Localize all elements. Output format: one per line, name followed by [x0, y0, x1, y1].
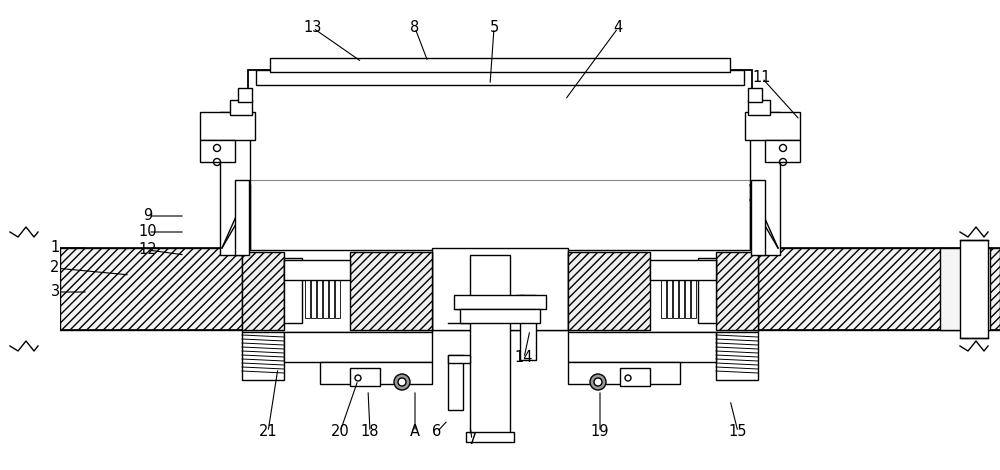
Bar [748, 100, 770, 115]
Text: 15: 15 [729, 424, 747, 439]
Text: 5: 5 [489, 21, 499, 36]
Bar [454, 295, 546, 309]
Bar [350, 368, 380, 386]
Bar [667, 263, 672, 318]
Text: 14: 14 [515, 351, 533, 366]
Bar [568, 332, 716, 362]
Bar [716, 332, 758, 380]
Bar [350, 252, 432, 330]
Circle shape [394, 374, 410, 390]
Bar [940, 248, 990, 330]
Bar [470, 255, 510, 440]
Text: 1: 1 [50, 241, 60, 256]
Bar [466, 432, 514, 442]
Bar [716, 252, 758, 330]
Text: 12: 12 [139, 243, 157, 258]
Bar [673, 263, 678, 318]
Bar [200, 140, 235, 162]
Bar [235, 180, 249, 255]
Bar [10, 240, 38, 338]
Bar [242, 332, 284, 380]
Bar [568, 252, 650, 330]
Bar [685, 263, 690, 318]
Bar [745, 112, 800, 140]
Text: 8: 8 [410, 21, 420, 36]
Bar [748, 88, 762, 102]
Bar [230, 100, 252, 115]
Text: 10: 10 [139, 225, 157, 240]
Bar [432, 248, 568, 330]
Text: 9: 9 [143, 209, 153, 224]
Bar [751, 180, 765, 255]
Bar [650, 260, 716, 280]
Text: 13: 13 [304, 21, 322, 36]
Bar [200, 112, 255, 140]
Text: 20: 20 [331, 424, 349, 439]
Text: 4: 4 [613, 21, 623, 36]
Bar [698, 258, 716, 323]
Bar [516, 295, 524, 315]
Bar [248, 70, 752, 255]
Circle shape [590, 374, 606, 390]
Text: 2: 2 [50, 260, 60, 275]
Bar [0, 228, 60, 350]
Bar [311, 263, 316, 318]
Bar [661, 263, 666, 318]
Bar [448, 355, 470, 363]
Bar [270, 58, 730, 72]
Text: 21: 21 [259, 424, 277, 439]
Text: 3: 3 [50, 284, 60, 299]
Circle shape [594, 378, 602, 386]
Bar [320, 362, 432, 384]
Text: A: A [410, 424, 420, 439]
Bar [620, 368, 650, 386]
Text: 19: 19 [591, 424, 609, 439]
Bar [284, 260, 350, 280]
Bar [242, 250, 432, 332]
Text: 7: 7 [467, 432, 477, 447]
Bar [960, 240, 988, 338]
Text: 11: 11 [753, 70, 771, 86]
Bar [568, 362, 680, 384]
Bar [10, 248, 60, 330]
Bar [238, 88, 252, 102]
Bar [679, 263, 684, 318]
Bar [460, 309, 540, 323]
Bar [284, 258, 302, 323]
Bar [765, 140, 800, 162]
Text: 6: 6 [432, 424, 442, 439]
Bar [335, 263, 340, 318]
Bar [520, 295, 536, 360]
Bar [750, 112, 780, 255]
Circle shape [398, 378, 406, 386]
Bar [323, 263, 328, 318]
Bar [256, 70, 744, 85]
Bar [242, 252, 284, 330]
Text: 18: 18 [361, 424, 379, 439]
Bar [448, 355, 463, 410]
Bar [568, 250, 758, 332]
Bar [305, 263, 310, 318]
Bar [317, 263, 322, 318]
Bar [284, 332, 432, 362]
Bar [329, 263, 334, 318]
Bar [220, 112, 250, 255]
Bar [691, 263, 696, 318]
Bar [0, 248, 1000, 330]
